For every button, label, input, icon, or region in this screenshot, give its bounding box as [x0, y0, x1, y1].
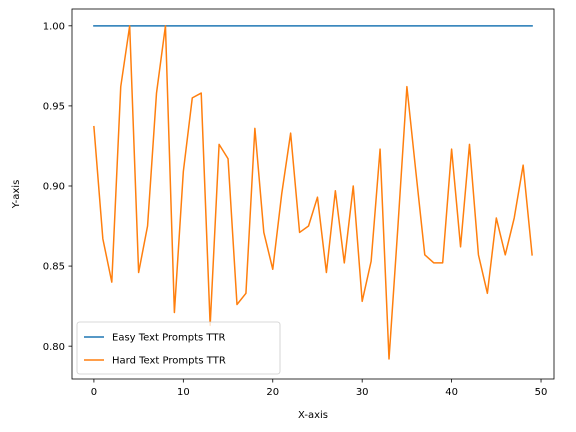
y-axis-ticks: 0.80 0.85 0.90 0.95 1.00	[43, 21, 72, 353]
x-tick-label: 10	[177, 387, 190, 398]
x-tick-label: 50	[535, 387, 548, 398]
legend: Easy Text Prompts TTR Hard Text Prompts T…	[76, 321, 281, 375]
y-tick-label: 0.95	[43, 102, 65, 113]
x-tick-label: 0	[91, 387, 97, 398]
plot-area	[71, 8, 555, 380]
plot-frame	[71, 8, 555, 380]
legend-label: Hard Text Prompts TTR	[112, 356, 226, 367]
series-line-2	[93, 25, 533, 360]
y-tick-label: 0.85	[43, 262, 65, 273]
legend-box	[76, 321, 281, 375]
y-tick-label: 1.00	[43, 21, 65, 32]
legend-label: Easy Text Prompts TTR	[112, 333, 225, 344]
y-tick-label: 0.90	[43, 182, 65, 193]
y-axis-title: Y-axis	[11, 180, 22, 210]
x-axis-title: X-axis	[298, 410, 328, 421]
series-layer	[93, 25, 533, 360]
x-axis-ticks: 0 10 20 30 40 50	[91, 379, 548, 398]
y-tick-label: 0.80	[43, 342, 65, 353]
x-tick-label: 20	[266, 387, 279, 398]
x-tick-label: 30	[356, 387, 369, 398]
x-tick-label: 40	[445, 387, 458, 398]
